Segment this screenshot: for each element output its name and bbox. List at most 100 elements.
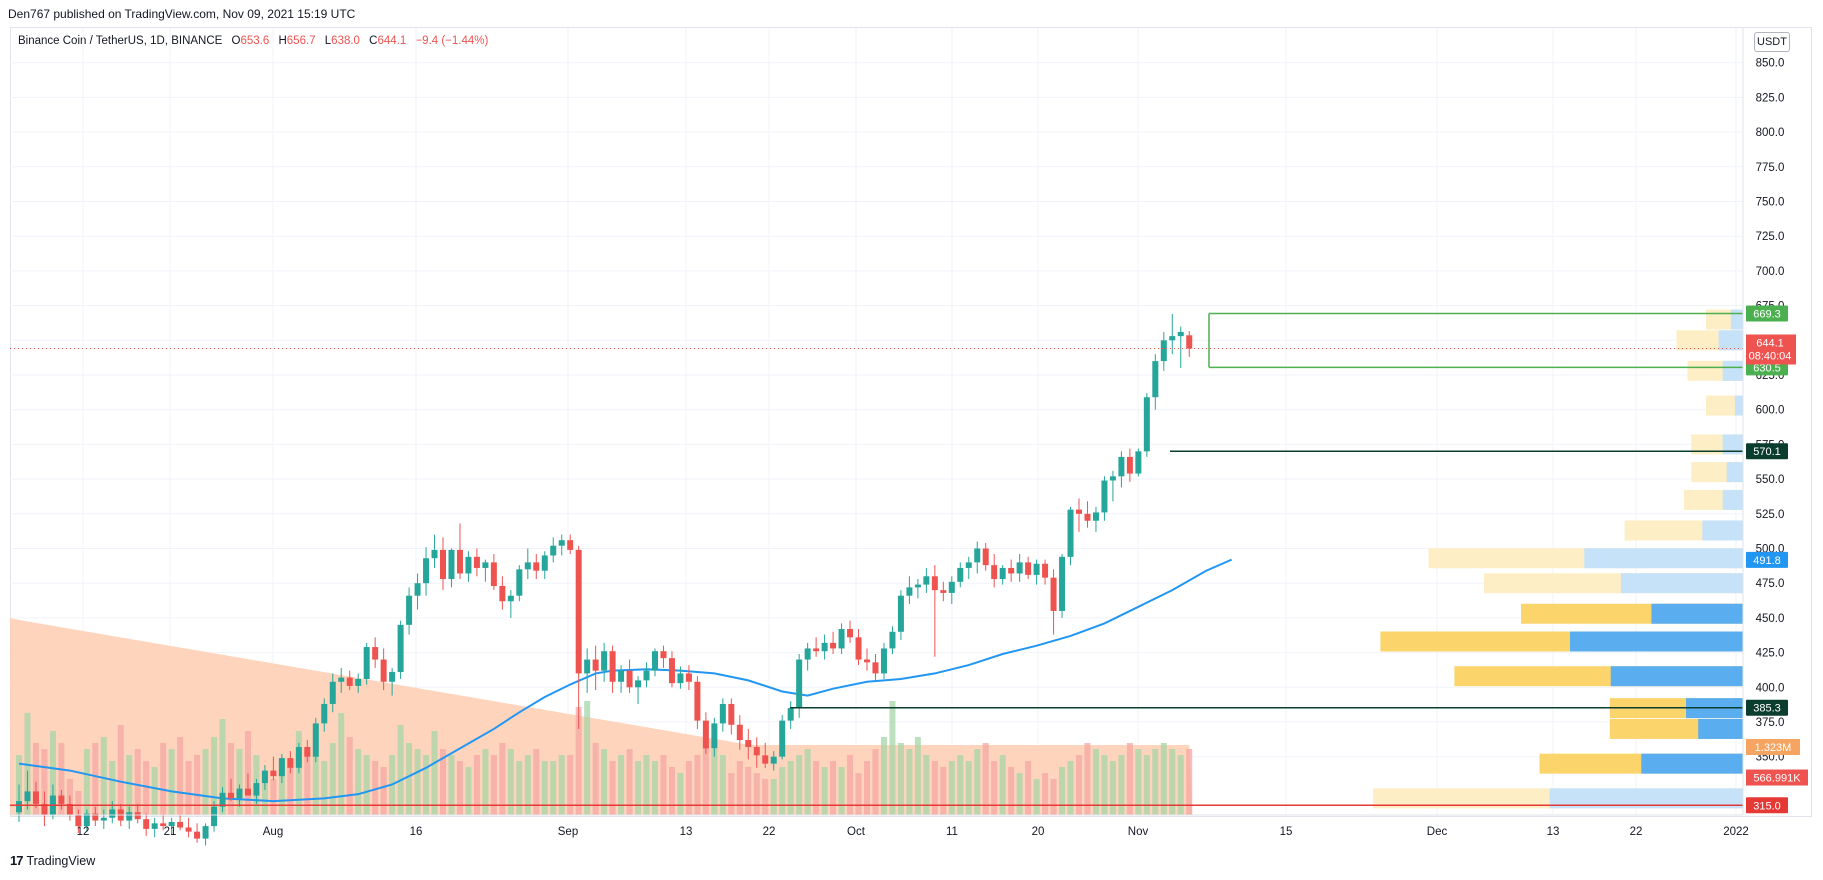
- candle-body: [516, 569, 523, 596]
- badge-385: 385.3: [1753, 703, 1781, 715]
- candle: [931, 565, 938, 657]
- volume-bar: [880, 737, 887, 815]
- candle-body: [202, 826, 209, 839]
- candle-body: [92, 813, 99, 821]
- volume-bar: [1042, 773, 1049, 815]
- candle: [1118, 451, 1125, 488]
- volume-bar: [762, 779, 769, 815]
- legend-symbol[interactable]: Binance Coin / TetherUS, 1D, BINANCE: [18, 35, 223, 47]
- candle-body: [931, 576, 938, 591]
- candle-body: [957, 567, 964, 582]
- volume-bar: [558, 755, 565, 815]
- volume-bar: [75, 791, 82, 815]
- candle-body: [711, 723, 718, 749]
- candle: [694, 676, 701, 729]
- candle: [1067, 506, 1074, 566]
- volume-bar: [652, 761, 658, 815]
- volume-profile-row-down: [1702, 520, 1743, 541]
- badge-385-bg: [1746, 699, 1788, 716]
- volume-bar: [448, 755, 455, 815]
- candle-body: [609, 651, 616, 682]
- candle-body: [440, 549, 446, 580]
- volume-bar: [338, 713, 345, 815]
- volume-bar: [813, 761, 820, 815]
- grid: [10, 28, 1743, 815]
- volume-bar: [906, 749, 913, 815]
- candle: [1084, 501, 1091, 528]
- candle-body: [109, 809, 116, 818]
- candle-body: [406, 595, 413, 625]
- candle: [32, 781, 39, 809]
- candle: [389, 667, 396, 696]
- candle: [1059, 554, 1066, 618]
- candle-body: [880, 648, 887, 674]
- candle-body: [160, 823, 167, 827]
- candle: [702, 712, 709, 754]
- volume-profile-row-down: [1722, 360, 1743, 381]
- candle-body: [787, 708, 794, 721]
- candle: [685, 665, 692, 691]
- volume-bar: [957, 755, 964, 815]
- y-tick-label: 725.0: [1756, 231, 1785, 243]
- volume-bar: [668, 767, 675, 815]
- currency-selector[interactable]: USDT: [1754, 32, 1790, 52]
- candle: [804, 642, 811, 671]
- tradingview-footer[interactable]: 17 TradingView: [10, 853, 95, 868]
- candle: [75, 809, 82, 834]
- volume-bar: [847, 755, 854, 815]
- volume-bar: [278, 761, 285, 815]
- candles: [16, 313, 1193, 846]
- volume-bar: [584, 701, 591, 815]
- volume-profile-row-down: [1570, 631, 1743, 652]
- candle: [160, 815, 167, 831]
- volume-bar: [897, 743, 904, 815]
- volume-bar: [499, 743, 506, 815]
- candle: [897, 590, 904, 641]
- candle: [41, 791, 48, 827]
- candle-body: [796, 659, 803, 709]
- candle-body: [355, 678, 362, 686]
- candle-body: [855, 637, 862, 660]
- candle-body: [999, 567, 1006, 580]
- candle: [923, 567, 930, 593]
- candle-body: [431, 549, 438, 559]
- volume-bar: [32, 743, 39, 815]
- candle: [516, 565, 523, 602]
- x-tick-label: 21: [164, 826, 177, 838]
- candle-body: [668, 658, 675, 684]
- candle: [168, 817, 175, 835]
- volume-bar: [236, 749, 243, 815]
- candle-body: [321, 703, 328, 724]
- candle: [194, 823, 201, 843]
- badge-ma-bg: [1746, 551, 1788, 568]
- volume-bar: [575, 707, 582, 815]
- candle-body: [1008, 567, 1015, 574]
- y-axis: 350.0375.0400.0425.0450.0475.0500.0525.0…: [1742, 28, 1785, 815]
- candle-body: [940, 590, 947, 593]
- volume-bar: [821, 767, 828, 815]
- volume-bar: [194, 755, 201, 815]
- candle-body: [346, 677, 353, 686]
- volume-bar: [982, 743, 989, 815]
- candle-body: [338, 677, 345, 682]
- volume-bar: [1143, 755, 1150, 815]
- volume-bar: [592, 743, 599, 815]
- chart-frame[interactable]: [10, 27, 1812, 817]
- candle-body: [100, 817, 107, 821]
- volume-bar: [685, 761, 692, 815]
- x-tick-label: 13: [680, 826, 693, 838]
- volume-bar: [1033, 779, 1040, 815]
- volume-bar: [406, 743, 413, 815]
- candle: [1177, 326, 1184, 369]
- candle-body: [1118, 456, 1125, 477]
- candle-body: [685, 673, 692, 682]
- candle: [295, 742, 302, 774]
- x-tick-label: 11: [946, 826, 958, 838]
- volume-bar: [711, 749, 718, 815]
- candle: [355, 673, 362, 693]
- legend-high-value: 656.7: [286, 35, 316, 47]
- volume-bar: [168, 749, 175, 815]
- volume-bar: [940, 767, 947, 815]
- candle-body: [1016, 562, 1023, 574]
